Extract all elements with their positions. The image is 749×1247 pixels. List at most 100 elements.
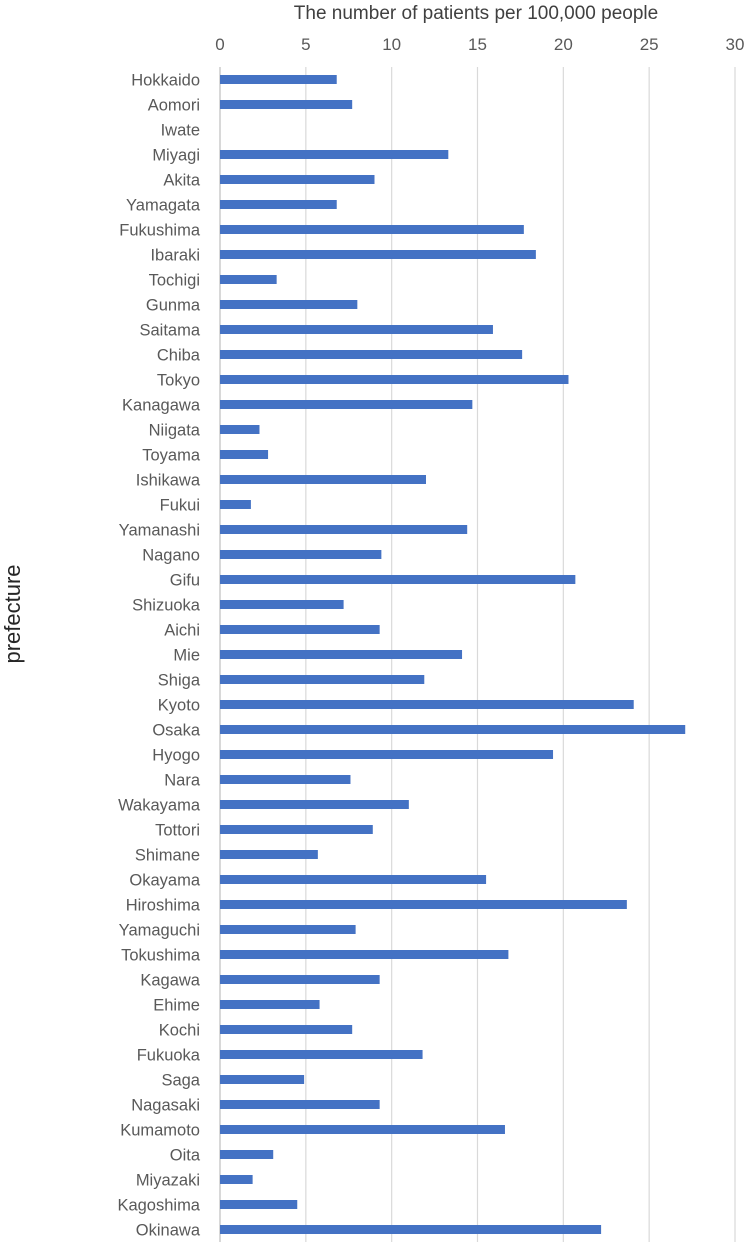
bar-fukushima: [220, 225, 524, 234]
category-label-ishikawa: Ishikawa: [136, 472, 201, 490]
bar-mie: [220, 650, 463, 659]
category-label-saga: Saga: [161, 1072, 200, 1090]
bar-hyogo: [220, 750, 554, 759]
category-label-nagano: Nagano: [142, 547, 200, 565]
bar-yamagata: [220, 200, 337, 209]
bar-kumamoto: [220, 1125, 505, 1134]
category-label-hokkaido: Hokkaido: [131, 72, 200, 90]
x-tick-label: 20: [554, 35, 573, 54]
category-label-ehime: Ehime: [153, 997, 200, 1015]
category-label-oita: Oita: [170, 1147, 201, 1165]
category-label-yamanashi: Yamanashi: [119, 522, 200, 540]
category-label-kanagawa: Kanagawa: [122, 397, 201, 415]
bar-shimane: [220, 850, 318, 859]
bar-osaka: [220, 725, 686, 734]
bar-toyama: [220, 450, 269, 459]
bar-nara: [220, 775, 351, 784]
category-label-iwate: Iwate: [161, 122, 200, 140]
category-label-shizuoka: Shizuoka: [132, 597, 201, 615]
category-label-tokyo: Tokyo: [157, 372, 200, 390]
category-label-okayama: Okayama: [129, 872, 200, 890]
bar-ishikawa: [220, 475, 426, 484]
bar-oita: [220, 1150, 274, 1159]
category-label-mie: Mie: [173, 647, 200, 665]
category-label-shiga: Shiga: [158, 672, 201, 690]
category-label-wakayama: Wakayama: [118, 797, 201, 815]
category-label-miyagi: Miyagi: [152, 147, 200, 165]
category-label-fukui: Fukui: [160, 497, 200, 515]
category-label-saitama: Saitama: [139, 322, 200, 340]
category-label-tochigi: Tochigi: [149, 272, 200, 290]
x-tick-label: 5: [301, 35, 310, 54]
bars: [220, 75, 686, 1234]
category-label-yamaguchi: Yamaguchi: [119, 922, 200, 940]
bar-tottori: [220, 825, 373, 834]
category-label-gunma: Gunma: [146, 297, 201, 315]
bar-ehime: [220, 1000, 320, 1009]
category-label-miyazaki: Miyazaki: [136, 1172, 200, 1190]
bar-yamanashi: [220, 525, 468, 534]
bar-shizuoka: [220, 600, 344, 609]
category-label-okinawa: Okinawa: [136, 1222, 201, 1240]
bar-hokkaido: [220, 75, 337, 84]
x-tick-labels: 0 5 10 15 20 25 30: [215, 35, 744, 54]
bar-tokyo: [220, 375, 569, 384]
bar-okinawa: [220, 1225, 602, 1234]
x-tick-label: 25: [640, 35, 659, 54]
category-label-ibaraki: Ibaraki: [150, 247, 200, 265]
bar-kagoshima: [220, 1200, 298, 1209]
category-label-toyama: Toyama: [142, 447, 201, 465]
category-label-tottori: Tottori: [155, 822, 200, 840]
category-label-aichi: Aichi: [164, 622, 200, 640]
category-labels: Hokkaido Aomori Iwate Miyagi Akita Yamagata Fu…: [117, 72, 200, 1240]
x-tick-label: 0: [215, 35, 224, 54]
bar-tokushima: [220, 950, 509, 959]
category-label-chiba: Chiba: [157, 347, 201, 365]
bar-miyazaki: [220, 1175, 253, 1184]
category-label-nagasaki: Nagasaki: [131, 1097, 200, 1115]
category-label-fukuoka: Fukuoka: [137, 1047, 201, 1065]
bar-saitama: [220, 325, 493, 334]
category-label-nara: Nara: [164, 772, 201, 790]
bar-kyoto: [220, 700, 634, 709]
category-label-kagawa: Kagawa: [140, 972, 200, 990]
bar-chiba: [220, 350, 523, 359]
bar-aomori: [220, 100, 353, 109]
x-tick-label: 15: [468, 35, 487, 54]
bar-nagano: [220, 550, 382, 559]
category-label-kochi: Kochi: [159, 1022, 200, 1040]
category-label-kagoshima: Kagoshima: [117, 1197, 200, 1215]
bar-saga: [220, 1075, 305, 1084]
category-label-tokushima: Tokushima: [121, 947, 201, 965]
category-label-gifu: Gifu: [170, 572, 200, 590]
bar-gunma: [220, 300, 358, 309]
category-label-hiroshima: Hiroshima: [126, 897, 201, 915]
bar-kochi: [220, 1025, 353, 1034]
x-tick-label: 10: [382, 35, 401, 54]
x-axis-title: The number of patients per 100,000 peopl…: [294, 3, 658, 24]
bar-okayama: [220, 875, 487, 884]
bar-miyagi: [220, 150, 449, 159]
bar-akita: [220, 175, 375, 184]
bar-kanagawa: [220, 400, 473, 409]
category-label-osaka: Osaka: [152, 722, 201, 740]
category-label-hyogo: Hyogo: [152, 747, 200, 765]
bar-wakayama: [220, 800, 409, 809]
category-label-aomori: Aomori: [148, 97, 200, 115]
bar-fukui: [220, 500, 251, 509]
bar-ibaraki: [220, 250, 536, 259]
bar-hiroshima: [220, 900, 627, 909]
bar-fukuoka: [220, 1050, 423, 1059]
bar-gifu: [220, 575, 576, 584]
bar-tochigi: [220, 275, 277, 284]
bar-yamaguchi: [220, 925, 356, 934]
bar-niigata: [220, 425, 260, 434]
bar-nagasaki: [220, 1100, 380, 1109]
category-label-kyoto: Kyoto: [158, 697, 200, 715]
category-label-niigata: Niigata: [149, 422, 201, 440]
x-tick-label: 30: [726, 35, 745, 54]
category-label-kumamoto: Kumamoto: [120, 1122, 200, 1140]
bar-kagawa: [220, 975, 380, 984]
y-axis-title: prefecture: [0, 564, 25, 663]
